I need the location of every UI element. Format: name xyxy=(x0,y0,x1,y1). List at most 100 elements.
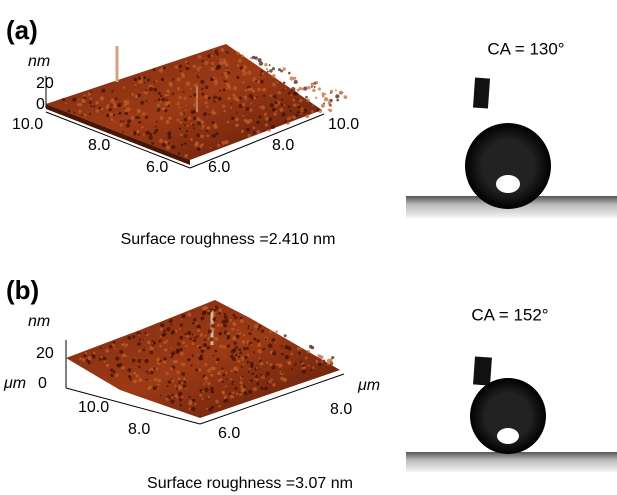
texture-dot xyxy=(200,80,204,84)
texture-dot xyxy=(236,112,238,114)
texture-dot xyxy=(201,60,203,62)
texture-dot xyxy=(208,114,210,116)
texture-dot xyxy=(113,104,117,108)
texture-dot xyxy=(263,95,265,97)
texture-dot xyxy=(247,134,251,138)
texture-dot xyxy=(251,97,253,99)
texture-dot xyxy=(251,102,253,104)
texture-dot xyxy=(156,386,158,388)
texture-dot xyxy=(219,90,221,92)
texture-dot xyxy=(232,396,234,398)
texture-dot xyxy=(131,116,135,120)
texture-dot xyxy=(202,311,206,315)
texture-dot xyxy=(67,110,70,113)
axis-tick: 10.0 xyxy=(78,399,109,416)
texture-dot xyxy=(145,116,148,119)
texture-dot xyxy=(242,340,245,343)
texture-dot xyxy=(203,112,207,116)
texture-dot xyxy=(201,92,204,95)
texture-dot xyxy=(197,362,199,364)
texture-dot xyxy=(257,327,260,330)
texture-dot xyxy=(191,364,193,366)
texture-dot xyxy=(329,360,333,364)
texture-dot xyxy=(144,359,148,363)
texture-dot xyxy=(143,133,145,135)
texture-dot xyxy=(241,357,244,360)
texture-dot xyxy=(256,382,259,385)
axis-tick: 6.0 xyxy=(218,425,240,442)
texture-dot xyxy=(219,61,223,65)
panel-a: (a) nm 20 0 10.0 8.0 6.0 6.0 8.0 10.0 CA… xyxy=(6,15,617,248)
texture-dot xyxy=(135,95,138,98)
texture-dot xyxy=(141,340,143,342)
texture-dot xyxy=(291,90,293,92)
texture-dot xyxy=(212,317,216,321)
texture-dot xyxy=(192,342,195,345)
texture-dot xyxy=(248,119,252,123)
texture-dot xyxy=(159,345,162,348)
texture-dot xyxy=(241,376,243,378)
texture-dot xyxy=(184,154,188,158)
texture-dot xyxy=(328,102,331,105)
texture-dot xyxy=(257,324,259,326)
texture-dot xyxy=(257,349,261,353)
texture-dot xyxy=(302,88,305,91)
texture-dot xyxy=(166,372,169,375)
texture-dot xyxy=(133,336,135,338)
texture-dot xyxy=(180,323,183,326)
texture-dot xyxy=(253,338,256,341)
texture-dot xyxy=(114,347,116,349)
texture-dot xyxy=(300,113,302,115)
texture-dot xyxy=(314,86,316,88)
texture-dot xyxy=(293,103,297,107)
texture-dot xyxy=(151,142,154,145)
texture-dot xyxy=(105,349,109,353)
texture-dot xyxy=(208,96,211,99)
texture-dot xyxy=(227,52,229,54)
texture-dot xyxy=(272,351,276,355)
texture-dot xyxy=(225,372,227,374)
texture-dot xyxy=(210,337,214,341)
texture-dot xyxy=(181,319,183,321)
texture-dot xyxy=(186,125,188,127)
texture-dot xyxy=(157,378,161,382)
texture-dot xyxy=(109,113,113,117)
z-tick: 0 xyxy=(36,96,45,113)
texture-dot xyxy=(100,356,102,358)
texture-dot xyxy=(180,134,182,136)
texture-dot xyxy=(176,388,178,390)
texture-dot xyxy=(223,59,226,62)
texture-dot xyxy=(221,367,224,370)
texture-dot xyxy=(89,93,91,95)
texture-dot xyxy=(290,76,294,80)
texture-dot xyxy=(319,109,323,113)
texture-dot xyxy=(264,386,268,390)
texture-dot xyxy=(103,357,106,360)
texture-dot xyxy=(268,129,271,132)
texture-dot xyxy=(226,83,229,86)
texture-dot xyxy=(168,117,172,121)
texture-dot xyxy=(321,104,325,108)
texture-dot xyxy=(283,378,287,382)
texture-dot xyxy=(237,329,239,331)
texture-dot xyxy=(167,132,171,136)
texture-dot xyxy=(194,83,198,87)
texture-dot xyxy=(74,112,76,114)
texture-dot xyxy=(201,127,203,129)
texture-dot xyxy=(299,99,303,103)
texture-dot xyxy=(221,141,225,145)
texture-dot xyxy=(141,76,143,78)
texture-dot xyxy=(335,94,339,98)
texture-dot xyxy=(290,110,292,112)
texture-dot xyxy=(244,96,247,99)
texture-dot xyxy=(191,354,193,356)
texture-dot xyxy=(240,319,244,323)
texture-dot xyxy=(283,82,285,84)
texture-dot xyxy=(162,334,165,337)
texture-dot xyxy=(242,115,244,117)
texture-dot xyxy=(267,70,269,72)
texture-dot xyxy=(261,72,264,75)
texture-dot xyxy=(290,116,292,118)
texture-dot xyxy=(133,379,137,383)
texture-dot xyxy=(222,391,224,393)
